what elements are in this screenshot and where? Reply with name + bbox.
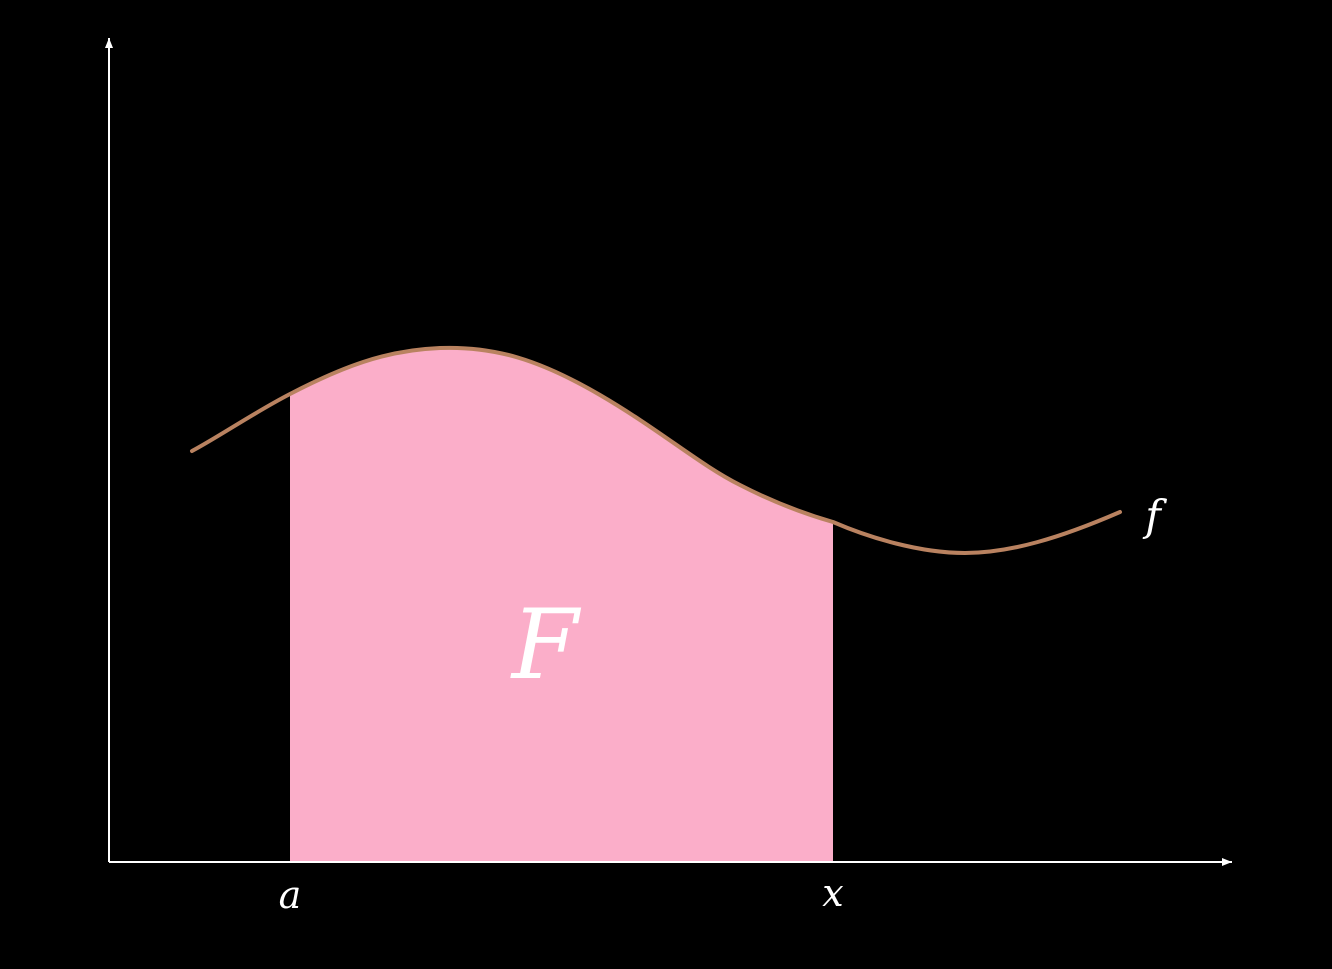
area-under-curve: [290, 347, 833, 862]
upper-bound-label: x: [822, 871, 843, 915]
lower-bound-label: a: [279, 873, 302, 917]
area-name-label: F: [510, 589, 582, 701]
function-name-label: f: [1142, 491, 1167, 540]
function-curve: [190, 345, 1122, 556]
